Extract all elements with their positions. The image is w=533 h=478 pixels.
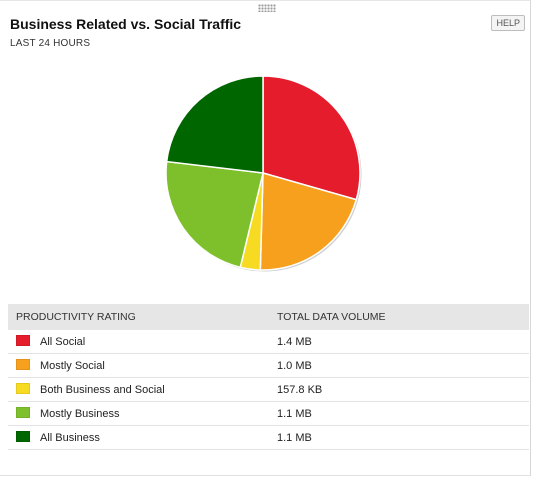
legend-swatch <box>16 383 30 395</box>
row-volume: 1.0 MB <box>269 353 529 378</box>
table-row: All Business 1.1 MB <box>8 425 529 450</box>
table-row: Mostly Business 1.1 MB <box>8 401 529 426</box>
pie-chart <box>165 75 362 272</box>
row-label: Mostly Business <box>40 407 120 420</box>
table-header-row: PRODUCTIVITY RATING TOTAL DATA VOLUME <box>8 304 529 330</box>
row-label: All Business <box>40 431 100 444</box>
widget-subtitle: LAST 24 HOURS <box>10 38 91 49</box>
drag-handle-icon[interactable] <box>258 4 276 12</box>
row-label: Mostly Social <box>40 359 105 372</box>
traffic-table: PRODUCTIVITY RATING TOTAL DATA VOLUME Al… <box>8 304 529 450</box>
table-row: Mostly Social 1.0 MB <box>8 353 529 378</box>
row-volume: 1.1 MB <box>269 401 529 426</box>
row-volume: 1.4 MB <box>269 330 529 354</box>
legend-swatch <box>16 335 30 347</box>
legend-swatch <box>16 407 30 419</box>
table-row: Both Business and Social 157.8 KB <box>8 377 529 402</box>
row-label: Both Business and Social <box>40 383 165 396</box>
pie-slice-mostly-business[interactable] <box>165 160 264 269</box>
legend-swatch <box>16 431 30 443</box>
pie-slice-all-business[interactable] <box>165 75 264 174</box>
column-header-rating: PRODUCTIVITY RATING <box>8 304 269 330</box>
pie-slice-mostly-social[interactable] <box>259 172 358 271</box>
row-volume: 1.1 MB <box>269 425 529 450</box>
pie-slice-all-social[interactable] <box>262 75 361 201</box>
widget-title: Business Related vs. Social Traffic <box>10 16 242 32</box>
legend-swatch <box>16 359 30 371</box>
row-label: All Social <box>40 335 86 348</box>
help-button[interactable]: HELP <box>491 15 525 31</box>
row-volume: 157.8 KB <box>269 377 529 402</box>
table-row: All Social 1.4 MB <box>8 330 529 354</box>
column-header-volume: TOTAL DATA VOLUME <box>269 304 529 330</box>
